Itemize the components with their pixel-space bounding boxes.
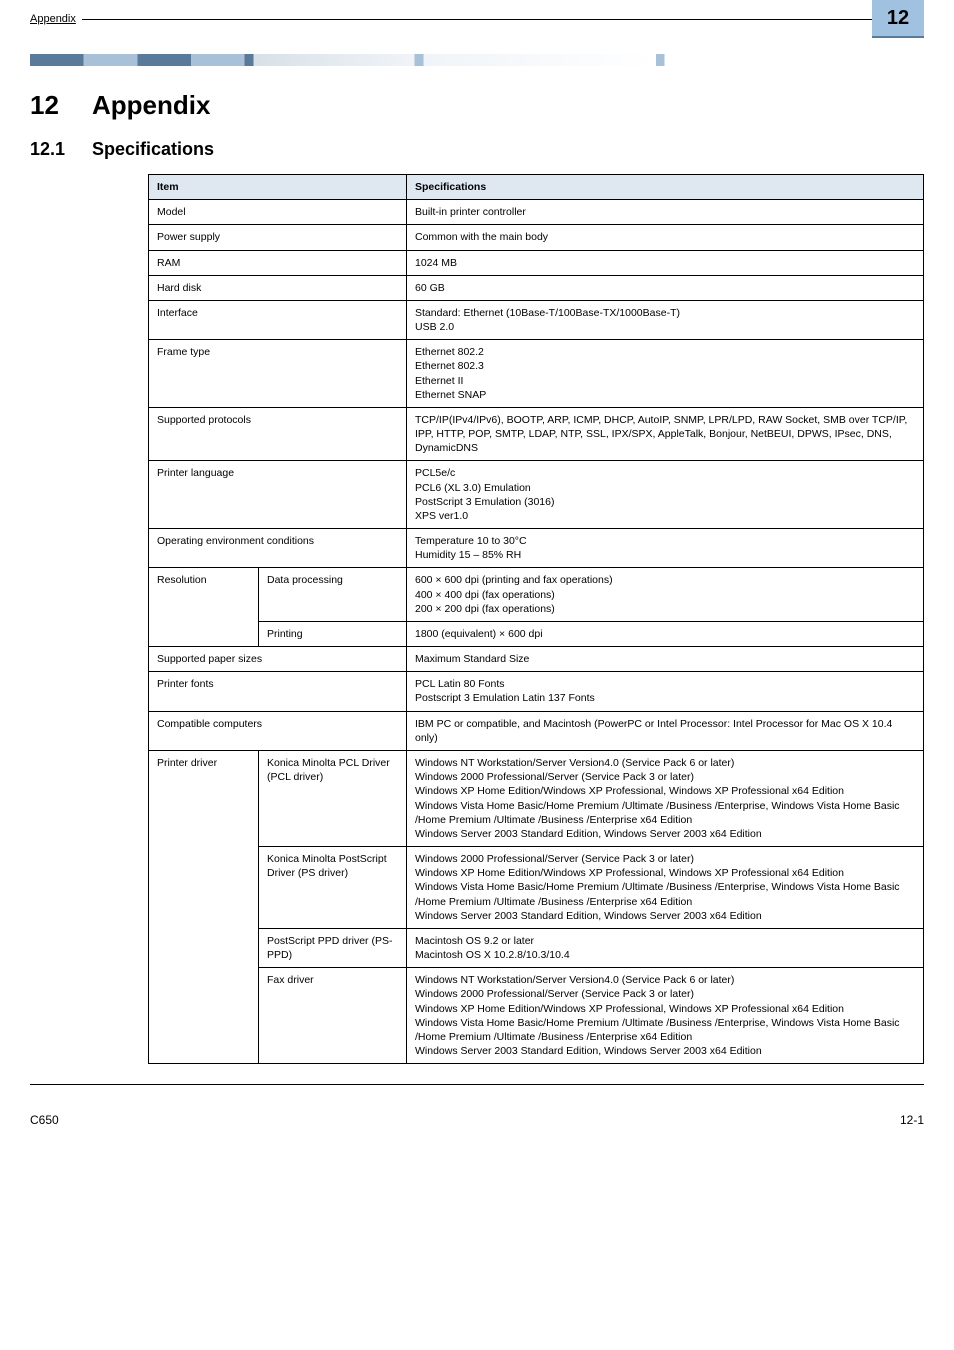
breadcrumb: Appendix [30, 13, 76, 25]
table-header-row: Item Specifications [149, 175, 924, 200]
table-row: Supported protocolsTCP/IP(IPv4/IPv6), BO… [149, 407, 924, 461]
table-row: ModelBuilt-in printer controller [149, 200, 924, 225]
cell-item: RAM [149, 250, 407, 275]
cell-spec: Standard: Ethernet (10Base-T/100Base-TX/… [407, 300, 924, 339]
cell-spec: 1800 (equivalent) × 600 dpi [407, 621, 924, 646]
h1-number: 12 [30, 90, 92, 121]
chapter-box: 12 [872, 0, 924, 38]
cell-spec: Built-in printer controller [407, 200, 924, 225]
cell-spec: Maximum Standard Size [407, 647, 924, 672]
cell-subitem: Konica Minolta PostScript Driver (PS dri… [259, 847, 407, 929]
cell-subitem: PostScript PPD driver (PS-PPD) [259, 928, 407, 967]
footer-page: 12-1 [900, 1113, 924, 1127]
cell-item: Supported paper sizes [149, 647, 407, 672]
cell-item: Model [149, 200, 407, 225]
cell-spec: IBM PC or compatible, and Macintosh (Pow… [407, 711, 924, 750]
table-row: Printer driver Konica Minolta PCL Driver… [149, 750, 924, 846]
th-item: Item [149, 175, 407, 200]
table-row: PostScript PPD driver (PS-PPD) Macintosh… [149, 928, 924, 967]
cell-item: Operating environment conditions [149, 529, 407, 568]
cell-spec: TCP/IP(IPv4/IPv6), BOOTP, ARP, ICMP, DHC… [407, 407, 924, 461]
cell-spec: Windows NT Workstation/Server Version4.0… [407, 750, 924, 846]
table-row: Printer fontsPCL Latin 80 FontsPostscrip… [149, 672, 924, 711]
table-row: Printing 1800 (equivalent) × 600 dpi [149, 621, 924, 646]
table-row: Konica Minolta PostScript Driver (PS dri… [149, 847, 924, 929]
cell-subitem: Konica Minolta PCL Driver (PCL driver) [259, 750, 407, 846]
table-row: Printer languagePCL5e/cPCL6 (XL 3.0) Emu… [149, 461, 924, 529]
cell-spec: Macintosh OS 9.2 or laterMacintosh OS X … [407, 928, 924, 967]
cell-item: Compatible computers [149, 711, 407, 750]
cell-spec: Ethernet 802.2Ethernet 802.3Ethernet IIE… [407, 340, 924, 408]
footer-model: C650 [30, 1113, 59, 1127]
table-row: Supported paper sizesMaximum Standard Si… [149, 647, 924, 672]
table-row: Frame typeEthernet 802.2Ethernet 802.3Et… [149, 340, 924, 408]
cell-item: Supported protocols [149, 407, 407, 461]
cell-item: Printer fonts [149, 672, 407, 711]
cell-spec: Windows NT Workstation/Server Version4.0… [407, 968, 924, 1064]
cell-spec: PCL Latin 80 FontsPostscript 3 Emulation… [407, 672, 924, 711]
cell-item: Interface [149, 300, 407, 339]
h1-title: Appendix [92, 90, 210, 120]
cell-spec: 60 GB [407, 275, 924, 300]
cell-item: Printer language [149, 461, 407, 529]
heading-1: 12Appendix [30, 90, 924, 121]
table-row: Power supplyCommon with the main body [149, 225, 924, 250]
table-row: Compatible computersIBM PC or compatible… [149, 711, 924, 750]
table-row: Operating environment conditionsTemperat… [149, 529, 924, 568]
cell-spec: Windows 2000 Professional/Server (Servic… [407, 847, 924, 929]
cell-subitem: Printing [259, 621, 407, 646]
header-bar: Appendix 12 [0, 0, 954, 38]
cell-subitem: Data processing [259, 568, 407, 622]
decorative-gradient-bar [30, 54, 924, 66]
cell-item: Frame type [149, 340, 407, 408]
cell-spec: Temperature 10 to 30°CHumidity 15 – 85% … [407, 529, 924, 568]
footer: C650 12-1 [0, 1085, 954, 1141]
table-row: InterfaceStandard: Ethernet (10Base-T/10… [149, 300, 924, 339]
cell-item: Power supply [149, 225, 407, 250]
table-row: Hard disk60 GB [149, 275, 924, 300]
specifications-table: Item Specifications ModelBuilt-in printe… [148, 174, 924, 1064]
table-row: RAM1024 MB [149, 250, 924, 275]
cell-item: Printer driver [149, 750, 259, 1063]
header-rule [82, 19, 872, 20]
cell-spec: PCL5e/cPCL6 (XL 3.0) EmulationPostScript… [407, 461, 924, 529]
cell-item: Hard disk [149, 275, 407, 300]
table-row: Fax driver Windows NT Workstation/Server… [149, 968, 924, 1064]
cell-subitem: Fax driver [259, 968, 407, 1064]
heading-2: 12.1Specifications [30, 139, 924, 160]
table-row: Resolution Data processing 600 × 600 dpi… [149, 568, 924, 622]
cell-item: Resolution [149, 568, 259, 647]
cell-spec: 1024 MB [407, 250, 924, 275]
h2-title: Specifications [92, 139, 214, 159]
h2-number: 12.1 [30, 139, 92, 160]
cell-spec: Common with the main body [407, 225, 924, 250]
th-spec: Specifications [407, 175, 924, 200]
cell-spec: 600 × 600 dpi (printing and fax operatio… [407, 568, 924, 622]
